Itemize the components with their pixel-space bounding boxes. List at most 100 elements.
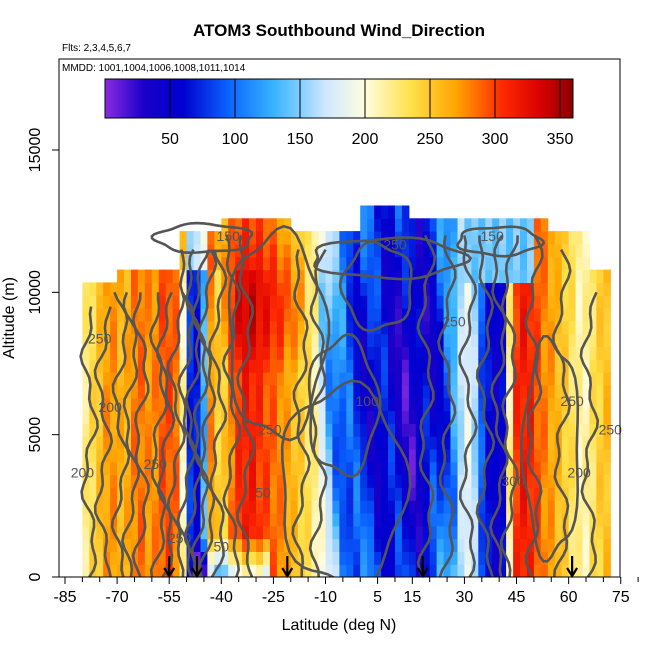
heat-cell [353,320,361,335]
heat-cell [339,423,347,437]
heat-cell [263,372,271,386]
heat-cell [485,359,493,373]
heat-cell [568,231,577,245]
heat-cell [353,538,361,552]
heat-cell [96,525,104,540]
heat-cell [137,269,146,283]
heat-cell [263,513,271,527]
heat-cell [540,397,549,412]
heat-cell [297,538,306,552]
heat-cell [540,282,549,296]
heat-cell [527,308,535,322]
heat-cell [151,397,160,412]
heat-cell [415,282,424,296]
heat-cell [325,384,333,399]
heat-cell [422,359,431,373]
heat-cell [290,397,299,412]
heat-cell [82,320,90,335]
heat-cell [381,282,389,296]
heat-cell [137,295,146,309]
heat-cell [367,500,375,514]
heat-cell [513,359,521,373]
heat-cell [464,269,472,283]
heat-cell [200,269,208,283]
heat-cell [520,500,528,514]
contour-loop [150,221,254,255]
heat-cell [513,423,521,437]
heat-cell [360,551,368,565]
heat-cell [172,538,181,552]
heat-cell [415,410,424,424]
y-tick-label: 5000 [27,417,44,453]
heat-cell [353,436,361,450]
contour-loop [519,335,580,563]
x-tick-label: -70 [106,589,129,606]
heat-cell [249,461,257,476]
heat-cell [165,295,174,309]
heat-cell [124,346,132,360]
heat-cell [547,487,556,501]
heat-cell [242,320,250,335]
heat-cell [464,538,472,552]
heat-cell [464,359,472,373]
heat-cell [499,269,507,283]
heat-cell [263,564,271,577]
heat-cell [263,474,271,488]
heat-cell [506,243,514,258]
heat-cell [269,487,278,501]
heat-cell [443,243,452,258]
heat-cell [165,346,174,360]
heat-cell [297,359,306,373]
heat-cell [172,551,181,565]
heat-cell [596,308,604,322]
heat-cell [96,513,104,527]
heat-cell [471,500,479,514]
heat-cell [520,231,528,245]
heat-cell [367,333,375,347]
heat-cell [492,500,500,514]
heat-cell [332,282,340,296]
heat-cell [144,448,153,463]
heat-cell [353,500,361,514]
heat-cell [506,308,514,322]
heat-cell [332,513,340,527]
flight-marker-arrowhead [191,567,203,579]
heat-cell [263,269,271,283]
heat-cell [263,320,271,335]
heat-cell [144,564,153,577]
heat-cell [360,218,368,232]
heat-cell [269,231,278,245]
heat-cell [346,500,354,514]
heat-cell [575,231,584,245]
contour-label: 200 [99,399,123,415]
heat-cell [311,487,320,501]
heat-cell [124,500,132,514]
x-tick-label: -10 [314,589,337,606]
heat-cell [117,410,125,424]
heat-cell [533,564,542,577]
heat-cell [96,564,104,577]
heat-cell [513,333,521,347]
heat-cell [256,564,264,577]
heat-cell [575,551,584,565]
heat-cell [506,346,514,360]
heat-cell [381,423,389,437]
heat-cell [332,359,340,373]
heat-cell [547,308,556,322]
heat-cell [381,205,389,219]
heat-cell [186,525,195,540]
heat-cell [457,384,465,399]
heat-cell [110,436,118,450]
heat-cell [492,538,500,552]
heat-cell [276,487,285,501]
heat-cell [603,525,611,540]
heat-cell [214,474,222,488]
heat-cell [269,384,278,399]
contour-lines [79,221,600,577]
heat-cell [221,346,229,360]
heat-cell [214,410,222,424]
heat-cell [186,564,195,577]
contour-line [93,306,114,577]
